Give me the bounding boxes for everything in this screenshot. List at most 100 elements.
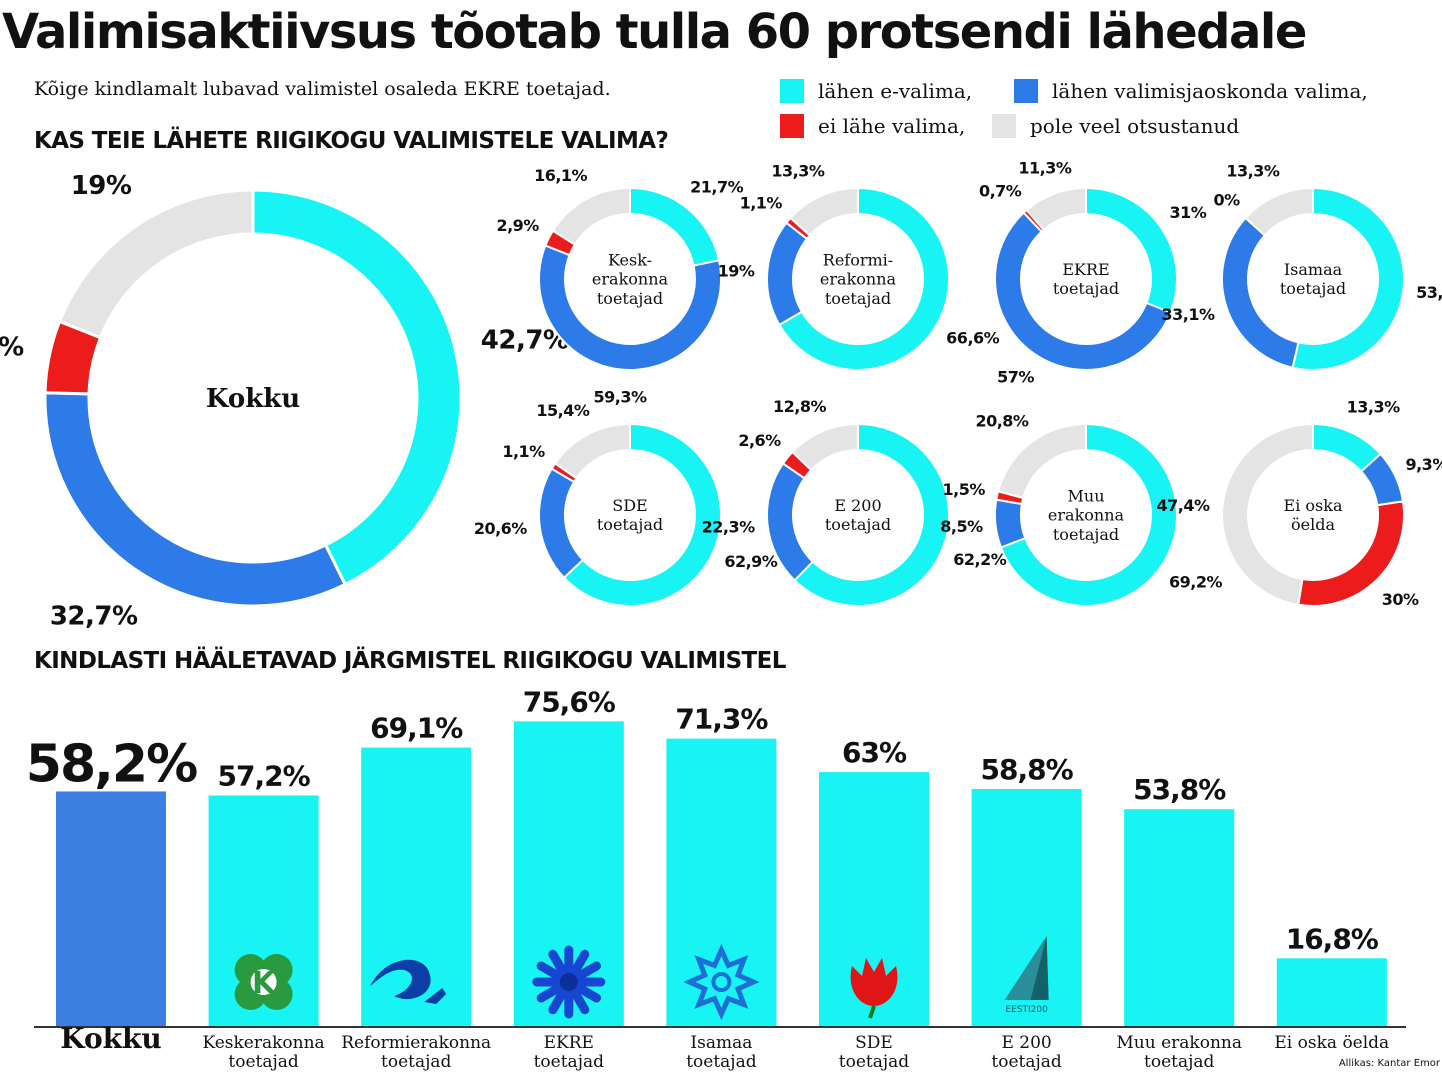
donut-sde-value-jaoskond: 20,6% [474, 519, 527, 538]
donut-sde-center-label: SDE [612, 496, 647, 515]
donut-kesk-value-ei-lahe: 2,9% [496, 216, 539, 235]
donut-kokku-value-ei-lahe: 5,6% [0, 333, 24, 363]
donut-ei-oska-value-jaoskond: 9,3% [1405, 455, 1442, 474]
donut-kesk-slice-jaoskond [538, 244, 722, 371]
donut-muu-center-label: erakonna [1048, 506, 1125, 525]
bar-value-label: 69,1% [370, 712, 463, 745]
donut-reform-value-jaoskond: 19% [718, 261, 755, 280]
bar-category-label: E 200 [1001, 1033, 1051, 1053]
donut-reform-value-ei-lahe: 1,1% [740, 193, 783, 212]
source-note: Allikas: Kantar Emor [1338, 1058, 1440, 1069]
donut-reform-slice-jaoskond [766, 221, 809, 327]
donut-sde-slice-e-valima [562, 422, 722, 607]
bar-value-label: 63% [842, 736, 907, 769]
sde-rose-icon [850, 958, 898, 1019]
bar-category-label: Ei oska öelda [1274, 1033, 1389, 1053]
legend-swatch-pole-otsustanud [992, 114, 1016, 138]
legend-item-jaoskond: lähen valimisjaoskonda valima, [1014, 78, 1368, 104]
bar-0 [56, 791, 166, 1026]
donut-muu-slice-jaoskond [994, 498, 1027, 549]
bar-7 [1124, 809, 1235, 1026]
donut-kesk-center-label: Kesk- [608, 250, 652, 269]
legend-swatch-jaoskond [1014, 79, 1038, 103]
donut-muu-center-label: toetajad [1053, 525, 1119, 544]
donut-section-title: KAS TEIE LÄHETE RIIGIKOGU VALIMISTELE VA… [34, 128, 669, 154]
donut-kesk-value-e-valima: 21,7% [690, 178, 743, 197]
bar-value-label: 58,8% [981, 753, 1074, 786]
bar-chart: 58,2%Kokku57,2%KeskerakonnatoetajadK69,1… [26, 685, 1406, 1072]
donut-kesk-value-pole-otsustanud: 16,1% [534, 166, 587, 185]
donut-sde-value-e-valima: 62,9% [724, 552, 777, 571]
donut-ekre-value-pole-otsustanud: 11,3% [1018, 159, 1071, 178]
ekre-cornflower-icon [532, 945, 606, 1019]
legend-label: pole veel otsustanud [1030, 114, 1240, 138]
donut-ei-oska-value-pole-otsustanud: 47,4% [1156, 496, 1209, 515]
donut-ei-oska-value-ei-lahe: 30% [1382, 590, 1419, 609]
bar-category-label: toetajad [686, 1052, 757, 1072]
donut-kokku-slice-jaoskond [43, 391, 348, 608]
donut-isamaa-value-e-valima: 53,6% [1416, 283, 1442, 302]
bar-value-label: 16,8% [1286, 922, 1379, 955]
bar-value-label: 57,2% [218, 759, 311, 792]
donut-sde-slice-pole-otsustanud [553, 422, 631, 480]
donut-muu-value-e-valima: 69,2% [1169, 573, 1222, 592]
donut-muu-value-ei-lahe: 1,5% [942, 480, 985, 499]
donut-muu-value-pole-otsustanud: 20,8% [975, 412, 1028, 431]
donut-isamaa-value-pole-otsustanud: 13,3% [1226, 161, 1279, 180]
donut-isamaa-slice-e-valima [1291, 186, 1405, 371]
legend-item-e-valima: lähen e-valima, [780, 78, 972, 104]
donut-isamaa-center-label: toetajad [1280, 279, 1346, 298]
donut-ekre-center-label: toetajad [1053, 279, 1119, 298]
donut-ekre-value-ei-lahe: 0,7% [979, 182, 1022, 201]
e200-sail-icon: EESTI200 [1004, 936, 1049, 1015]
donut-reform-slice-e-valima [778, 186, 950, 371]
bar-value-label: 75,6% [523, 685, 616, 718]
reform-squirrel-icon [370, 959, 447, 1004]
bar-category-label: Kokku [60, 1022, 162, 1055]
donut-e200-value-pole-otsustanud: 12,8% [773, 397, 826, 416]
donut-ekre-value-jaoskond: 57% [997, 367, 1034, 386]
legend-swatch-e-valima [780, 79, 804, 103]
bar-category-label: toetajad [839, 1052, 910, 1072]
donut-muu-center-label: Muu [1068, 486, 1105, 505]
bar-category-label: Reformierakonna [341, 1033, 491, 1053]
donut-kesk-value-jaoskond: 59,3% [593, 387, 646, 406]
bar-value-label: 53,8% [1133, 773, 1226, 806]
legend-label: ei lähe valima, [818, 114, 966, 138]
bar-category-label: toetajad [1144, 1052, 1215, 1072]
bar-category-label: toetajad [228, 1052, 299, 1072]
bar-value-label: 71,3% [675, 703, 768, 736]
bar-category-label: toetajad [381, 1052, 452, 1072]
bar-section-title: KINDLASTI HÄÄLETAVAD JÄRGMISTEL RIIGIKOG… [34, 648, 786, 674]
donut-reform-center-label: toetajad [825, 289, 891, 308]
donut-sde-center-label: toetajad [597, 515, 663, 534]
donut-isamaa-center-label: Isamaa [1284, 260, 1343, 279]
donut-ei-oska-value-e-valima: 13,3% [1347, 397, 1400, 416]
donut-reform-center-label: erakonna [820, 270, 897, 289]
donut-kokku-slice-pole-otsustanud [57, 188, 255, 340]
bar-category-label: toetajad [534, 1052, 605, 1072]
donut-reform-slice-pole-otsustanud [789, 186, 859, 237]
legend-swatch-ei-lahe [780, 114, 804, 138]
legend-item-ei-lahe: ei lähe valima, [780, 113, 965, 139]
donut-sde-slice-jaoskond [538, 467, 585, 580]
donut-kesk-center-label: erakonna [592, 270, 669, 289]
donut-ei-oska-center-label: öelda [1291, 515, 1335, 534]
bar-category-label: toetajad [991, 1052, 1062, 1072]
donut-ekre-slice-jaoskond [994, 211, 1172, 371]
donut-ei-oska-center-label: Ei oska [1284, 496, 1343, 515]
donut-ekre-slice-pole-otsustanud [1025, 186, 1087, 232]
isamaa-star-icon [683, 943, 760, 1021]
legend-item-pole-otsustanud: pole veel otsustanud [992, 113, 1239, 139]
donut-ei-oska-slice-pole-otsustanud [1221, 422, 1314, 606]
donut-kesk-center-label: toetajad [597, 289, 663, 308]
